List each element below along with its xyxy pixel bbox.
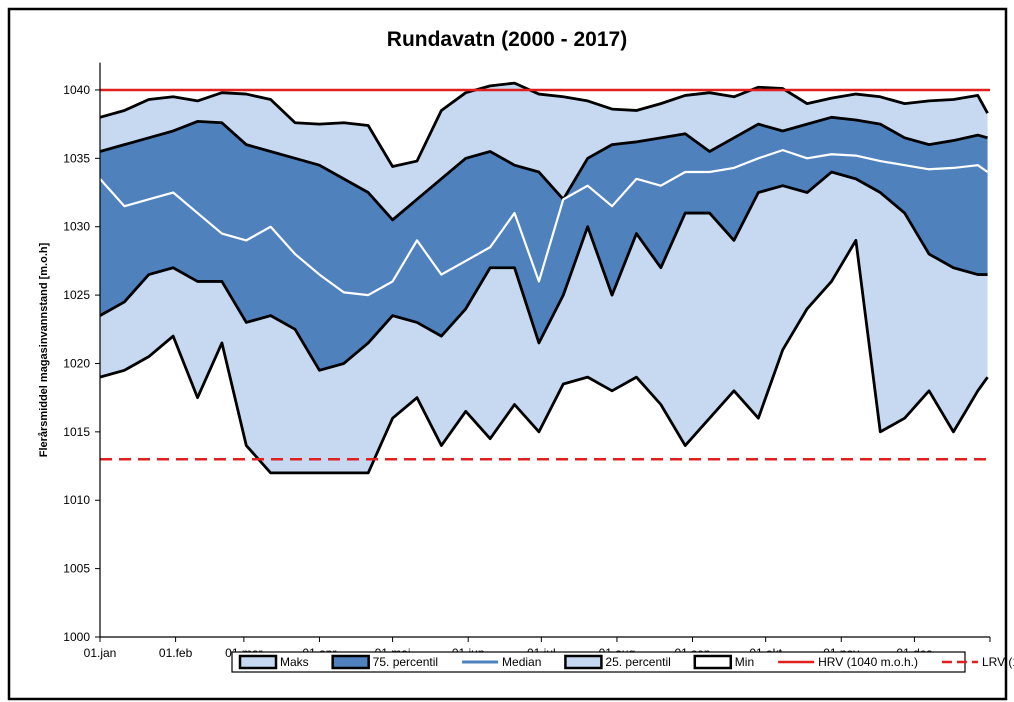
legend-label: Median: [502, 655, 541, 669]
chart-title: Rundavatn (2000 - 2017): [387, 28, 627, 51]
legend-label: HRV (1040 m.o.h.): [818, 655, 918, 669]
y-tick-label: 1000: [63, 630, 90, 644]
x-tick-label: 01.jan: [84, 646, 117, 660]
band-edge: [99, 115, 988, 222]
legend-label: Maks: [280, 655, 309, 669]
y-axis-label: Flerårsmiddel magasinvannstand [m.o.h]: [38, 242, 50, 457]
y-tick-label: 1020: [63, 356, 90, 370]
legend-label: LRV (1013 m.o.h.): [982, 655, 1014, 669]
median-line: [99, 149, 989, 297]
y-tick-label: 1015: [63, 425, 90, 439]
band-fill: [100, 83, 988, 220]
legend-swatch: [564, 654, 603, 670]
y-tick-label: 1005: [63, 562, 90, 576]
y-tick-label: 1035: [63, 151, 90, 165]
band-fill: [100, 172, 988, 473]
band-edge: [99, 81, 989, 168]
y-tick-label: 1030: [63, 220, 90, 234]
legend: Maks 75. percentil Median 25. percentil Min H…: [231, 651, 1014, 673]
legend-label: 75. percentil: [373, 655, 438, 669]
legend-label: 25. percentil: [605, 655, 670, 669]
y-tick-label: 1040: [63, 83, 90, 97]
y-tick-label: 1025: [63, 288, 90, 302]
band-fill: [100, 117, 988, 371]
band-edge: [99, 170, 988, 372]
legend-swatch: [693, 654, 733, 670]
legend-swatch: [331, 654, 370, 670]
band-edge: [99, 238, 989, 475]
legend-swatch: [238, 654, 278, 670]
legend-label: Min: [735, 655, 754, 669]
plot-area: 1000 1005 1010 1015 1020 1025 1030 1035 1040 01.j…: [63, 62, 991, 660]
x-tick-label: 01.feb: [159, 646, 193, 660]
y-tick-label: 1010: [63, 493, 90, 507]
